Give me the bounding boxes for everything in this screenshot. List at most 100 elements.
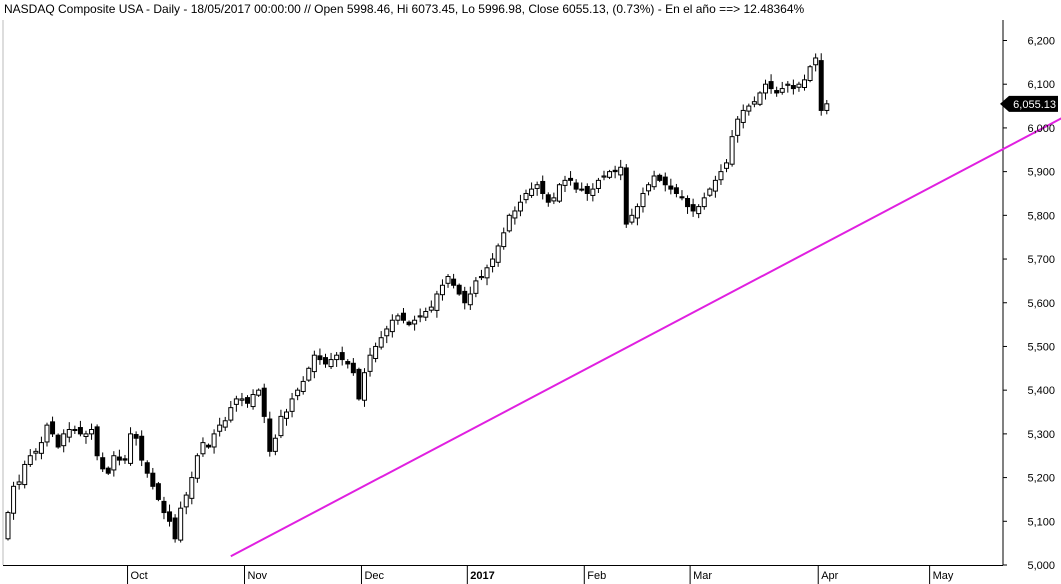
candle	[651, 170, 657, 190]
candle-up	[295, 389, 301, 397]
y-tick-label: 5,200	[1027, 473, 1055, 485]
candle	[551, 192, 557, 205]
candle-up	[473, 280, 479, 294]
candle	[16, 474, 22, 490]
candle-down	[100, 457, 106, 470]
last-price-badge	[1000, 95, 1058, 112]
candle-up	[328, 359, 334, 368]
candle	[818, 53, 824, 116]
candle	[278, 409, 284, 439]
candle	[245, 395, 251, 408]
y-tick-label: 5,300	[1027, 429, 1055, 441]
candle	[718, 164, 724, 185]
candle-up	[194, 455, 200, 479]
candle-down	[322, 357, 328, 365]
candle	[239, 392, 245, 407]
candle	[183, 491, 189, 515]
candle	[384, 325, 390, 344]
y-tick-label: 5,100	[1027, 516, 1055, 528]
candle	[328, 352, 334, 370]
candle	[406, 320, 412, 327]
candle	[662, 172, 668, 192]
candle	[568, 171, 574, 186]
candle-up	[579, 188, 585, 191]
candle	[27, 449, 33, 467]
candle-up	[478, 276, 484, 279]
candle-up	[11, 485, 17, 514]
candle	[707, 187, 713, 197]
candle	[361, 368, 367, 407]
candle-up	[183, 494, 189, 508]
candle-up	[22, 463, 28, 486]
candle-up	[412, 319, 418, 325]
candle-up	[718, 171, 724, 181]
candle-up	[33, 450, 39, 454]
candle	[690, 198, 696, 217]
candle-up	[222, 420, 228, 428]
candle	[790, 79, 796, 95]
candle	[250, 389, 256, 410]
candle-up	[389, 319, 395, 333]
candle	[194, 453, 200, 483]
candle	[763, 79, 769, 100]
candle-up	[796, 83, 802, 88]
candle-down	[623, 167, 629, 225]
candle-up	[562, 179, 568, 186]
candle-up	[434, 293, 440, 311]
candle	[400, 307, 406, 324]
candle	[100, 452, 106, 472]
candle-up	[779, 88, 785, 93]
candle	[779, 81, 785, 95]
candle	[139, 430, 145, 467]
candle-down	[139, 435, 145, 461]
candle-down	[662, 176, 668, 186]
candle-down	[155, 483, 161, 500]
candle-down	[122, 458, 128, 461]
candle	[467, 286, 473, 310]
candle-up	[272, 437, 278, 452]
candle-up	[529, 188, 535, 196]
candle	[746, 103, 752, 116]
candle-up	[217, 424, 223, 432]
candle-up	[83, 433, 89, 437]
candle-up	[729, 136, 735, 165]
candle	[161, 496, 167, 520]
candle	[534, 181, 540, 196]
candle	[217, 417, 223, 437]
candle-up	[618, 166, 624, 176]
candle-up	[651, 175, 657, 188]
candle-down	[690, 204, 696, 212]
candle-up	[178, 507, 184, 541]
candle	[189, 471, 195, 505]
y-tick-label: 5,500	[1027, 341, 1055, 353]
candle-up	[334, 354, 340, 361]
candle	[540, 175, 546, 200]
candle-up	[428, 306, 434, 311]
candle	[178, 501, 184, 543]
chart-title: NASDAQ Composite USA - Daily - 18/05/201…	[4, 2, 805, 16]
candle	[623, 164, 629, 228]
candle-down	[267, 418, 273, 452]
candle	[439, 279, 445, 301]
candle	[395, 313, 401, 325]
candle	[501, 227, 507, 250]
candle	[339, 346, 345, 366]
candles	[5, 53, 830, 543]
candle	[768, 74, 774, 94]
candle-down	[818, 60, 824, 111]
candle	[222, 416, 228, 431]
x-tick-label: Apr	[821, 570, 838, 582]
candle	[317, 348, 323, 365]
candle	[356, 367, 362, 401]
candle-down	[612, 169, 618, 173]
candle	[523, 189, 529, 204]
candle-up	[802, 79, 808, 88]
candle-down	[584, 185, 590, 194]
candle-up	[595, 179, 601, 189]
candle-up	[590, 188, 596, 196]
candle	[322, 353, 328, 368]
candle	[512, 206, 518, 225]
candle-up	[211, 433, 217, 448]
candle	[22, 460, 28, 489]
candle-down	[456, 284, 462, 295]
